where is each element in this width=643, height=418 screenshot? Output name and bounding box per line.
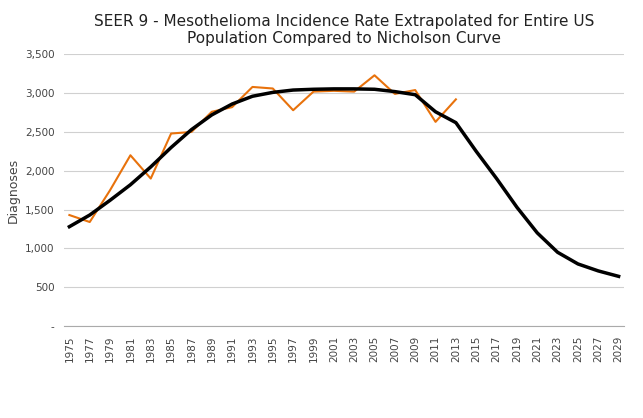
Nicholson Estimate (310, 87, 318, 92)
Extrapolated Diagnoses (228, 104, 236, 110)
Nicholson Estimate (167, 145, 175, 150)
Extrapolated Diagnoses (310, 89, 318, 94)
Extrapolated Diagnoses (188, 130, 195, 135)
Extrapolated Diagnoses (167, 131, 175, 136)
Nicholson Estimate (228, 102, 236, 107)
Nicholson Estimate (208, 112, 215, 117)
Y-axis label: Diagnoses: Diagnoses (6, 158, 19, 223)
Nicholson Estimate (330, 87, 338, 92)
Nicholson Estimate (391, 89, 399, 94)
Extrapolated Diagnoses (208, 109, 215, 114)
Nicholson Estimate (473, 149, 480, 154)
Extrapolated Diagnoses (66, 212, 73, 217)
Nicholson Estimate (534, 230, 541, 235)
Line: Extrapolated Diagnoses: Extrapolated Diagnoses (69, 75, 456, 222)
Extrapolated Diagnoses (391, 92, 399, 97)
Extrapolated Diagnoses (86, 219, 94, 224)
Nicholson Estimate (249, 94, 257, 99)
Line: Nicholson Estimate: Nicholson Estimate (69, 89, 619, 276)
Nicholson Estimate (615, 274, 622, 279)
Nicholson Estimate (574, 261, 582, 266)
Extrapolated Diagnoses (106, 188, 114, 193)
Nicholson Estimate (554, 250, 561, 255)
Nicholson Estimate (66, 224, 73, 229)
Title: SEER 9 - Mesothelioma Incidence Rate Extrapolated for Entire US
Population Compa: SEER 9 - Mesothelioma Incidence Rate Ext… (94, 14, 594, 46)
Nicholson Estimate (289, 87, 297, 92)
Extrapolated Diagnoses (330, 88, 338, 93)
Extrapolated Diagnoses (350, 89, 358, 94)
Extrapolated Diagnoses (289, 108, 297, 113)
Extrapolated Diagnoses (431, 120, 439, 125)
Nicholson Estimate (412, 92, 419, 97)
Nicholson Estimate (269, 90, 276, 95)
Extrapolated Diagnoses (370, 73, 378, 78)
Nicholson Estimate (493, 176, 500, 181)
Extrapolated Diagnoses (127, 153, 134, 158)
Nicholson Estimate (350, 87, 358, 92)
Extrapolated Diagnoses (269, 86, 276, 91)
Nicholson Estimate (106, 198, 114, 203)
Extrapolated Diagnoses (452, 97, 460, 102)
Nicholson Estimate (127, 182, 134, 187)
Extrapolated Diagnoses (249, 84, 257, 89)
Nicholson Estimate (188, 127, 195, 132)
Nicholson Estimate (513, 205, 521, 210)
Nicholson Estimate (594, 268, 602, 273)
Extrapolated Diagnoses (412, 87, 419, 92)
Nicholson Estimate (86, 212, 94, 217)
Nicholson Estimate (431, 109, 439, 114)
Extrapolated Diagnoses (147, 176, 154, 181)
Nicholson Estimate (370, 87, 378, 92)
Nicholson Estimate (452, 120, 460, 125)
Nicholson Estimate (147, 164, 154, 169)
